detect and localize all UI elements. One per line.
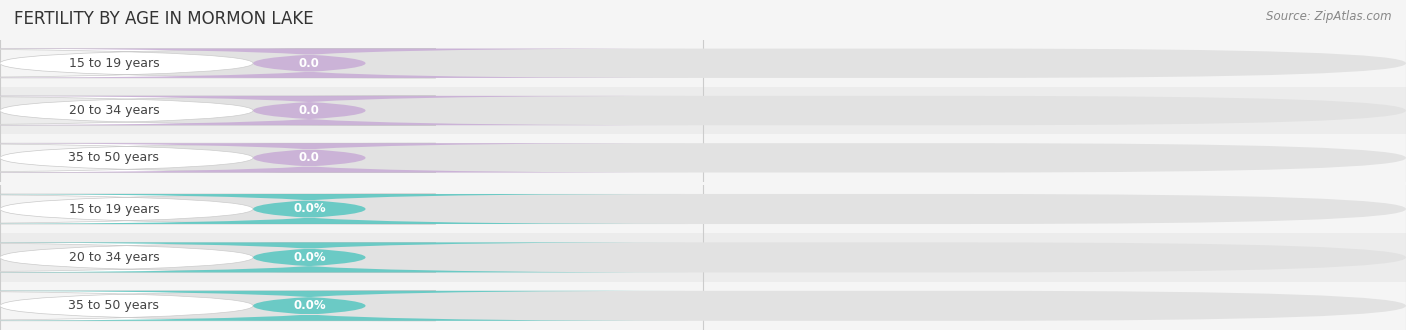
Text: 15 to 19 years: 15 to 19 years	[69, 57, 159, 70]
Text: 0.0%: 0.0%	[292, 203, 326, 215]
Text: 0.0%: 0.0%	[292, 251, 326, 264]
FancyBboxPatch shape	[0, 194, 436, 224]
Bar	[0, 87, 1406, 134]
FancyBboxPatch shape	[0, 49, 689, 78]
FancyBboxPatch shape	[0, 96, 436, 125]
FancyBboxPatch shape	[0, 143, 436, 173]
FancyBboxPatch shape	[0, 96, 689, 125]
FancyBboxPatch shape	[0, 49, 436, 78]
Bar	[0, 185, 1406, 233]
Bar	[0, 40, 1406, 87]
FancyBboxPatch shape	[0, 143, 689, 173]
Text: 0.0: 0.0	[299, 151, 319, 164]
Bar	[0, 281, 1406, 330]
Text: 35 to 50 years: 35 to 50 years	[69, 151, 159, 164]
Bar	[0, 134, 1406, 182]
Text: 15 to 19 years: 15 to 19 years	[69, 203, 159, 215]
FancyBboxPatch shape	[0, 291, 436, 321]
FancyBboxPatch shape	[0, 194, 689, 224]
FancyBboxPatch shape	[0, 49, 1406, 78]
FancyBboxPatch shape	[0, 291, 1406, 321]
Text: 20 to 34 years: 20 to 34 years	[69, 104, 159, 117]
FancyBboxPatch shape	[0, 243, 1406, 272]
FancyBboxPatch shape	[0, 291, 689, 321]
Text: 0.0%: 0.0%	[292, 299, 326, 312]
Bar	[0, 233, 1406, 281]
FancyBboxPatch shape	[0, 194, 1406, 224]
Text: 35 to 50 years: 35 to 50 years	[69, 299, 159, 312]
Text: 0.0: 0.0	[299, 57, 319, 70]
FancyBboxPatch shape	[0, 243, 689, 272]
Text: 20 to 34 years: 20 to 34 years	[69, 251, 159, 264]
FancyBboxPatch shape	[0, 143, 1406, 173]
FancyBboxPatch shape	[0, 243, 436, 272]
Text: 0.0: 0.0	[299, 104, 319, 117]
Text: Source: ZipAtlas.com: Source: ZipAtlas.com	[1267, 10, 1392, 23]
FancyBboxPatch shape	[0, 96, 1406, 125]
Text: FERTILITY BY AGE IN MORMON LAKE: FERTILITY BY AGE IN MORMON LAKE	[14, 10, 314, 28]
